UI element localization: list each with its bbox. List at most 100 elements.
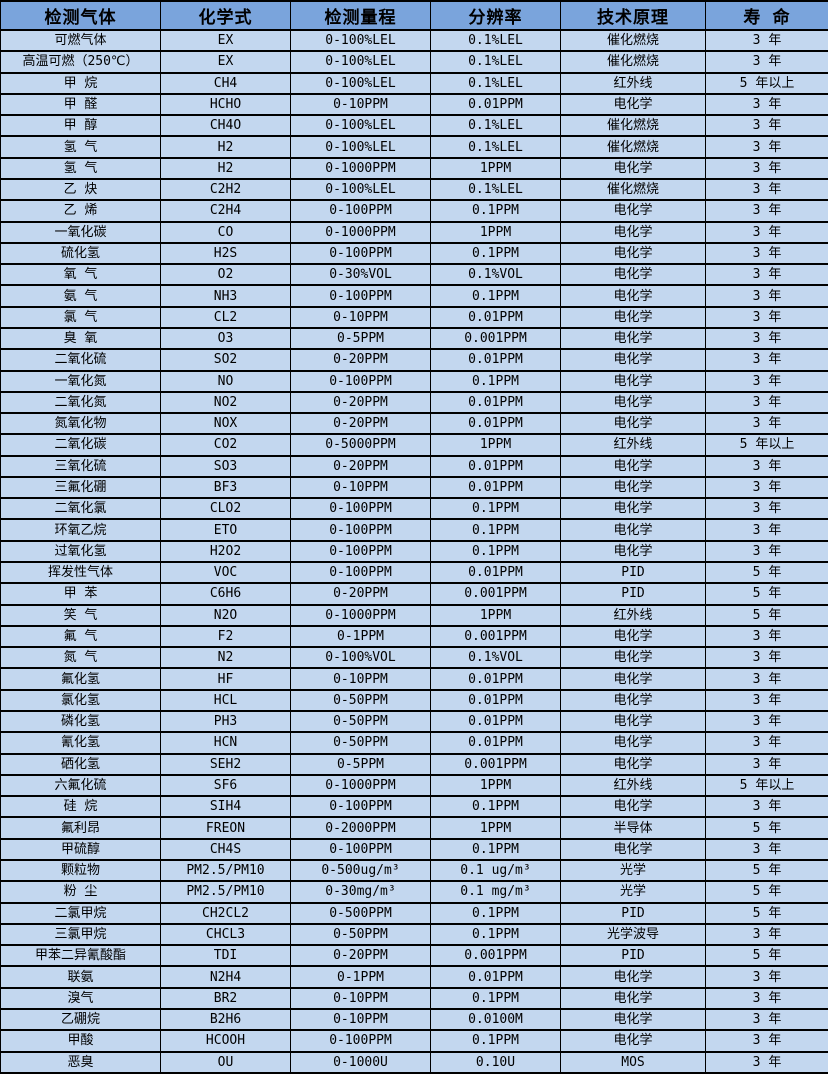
table-cell: 红外线 [560, 603, 706, 627]
table-cell: 0-5PPM [290, 752, 431, 776]
table-cell: 红外线 [560, 71, 706, 95]
table-cell: 0.01PPM [430, 688, 561, 713]
table-cell: 0.01PPM [430, 561, 561, 585]
table-cell: 1PPM [430, 773, 561, 798]
table-cell: 电化学 [560, 369, 706, 393]
table-cell: 3 年 [705, 539, 828, 564]
table-cell: 0.0100M [430, 1007, 561, 1032]
table-cell: 硅 烷 [0, 795, 161, 819]
table-cell: 0.01PPM [430, 454, 561, 478]
table-cell: 电化学 [560, 475, 706, 500]
table-cell: 电化学 [560, 284, 706, 308]
table-cell: 电化学 [560, 156, 706, 180]
table-cell: 0-500ug/m³ [290, 858, 431, 883]
table-cell: B2H6 [160, 1007, 291, 1032]
table-cell: 3 年 [705, 199, 828, 223]
table-cell: 氰化氢 [0, 731, 161, 755]
table-cell: 甲 烷 [0, 71, 161, 95]
table-cell: SEH2 [160, 752, 291, 776]
table-cell: 六氟化硫 [0, 773, 161, 798]
table-cell: 0-20PPM [290, 390, 431, 415]
table-cell: 3 年 [705, 135, 828, 159]
table-cell: 3 年 [705, 114, 828, 138]
table-cell: 电化学 [560, 731, 706, 755]
table-cell: H2 [160, 135, 291, 159]
table-cell: NO2 [160, 390, 291, 415]
table-cell: 电化学 [560, 241, 706, 266]
table-cell: 0-100%LEL [290, 71, 431, 95]
table-cell: 甲硫醇 [0, 837, 161, 861]
table-cell: 电化学 [560, 454, 706, 478]
table-cell: 5 年 [705, 858, 828, 883]
table-cell: 3 年 [705, 497, 828, 521]
table-cell: H2S [160, 241, 291, 266]
column-header-lifespan: 寿 命 [705, 0, 828, 31]
table-cell: C6H6 [160, 582, 291, 606]
table-row: 三氯甲烷 CHCL3 0-50PPM 0.1PPM 光学波导 3 年 [0, 922, 828, 947]
table-cell: 0.1%LEL [430, 135, 561, 159]
table-cell: 电化学 [560, 1007, 706, 1032]
table-cell: H2 [160, 156, 291, 180]
table-cell: 0-5PPM [290, 326, 431, 351]
table-cell: CL2 [160, 305, 291, 329]
table-cell: 电化学 [560, 646, 706, 670]
table-cell: 3 年 [705, 305, 828, 329]
table-cell: 5 年 [705, 603, 828, 627]
table-cell: O3 [160, 326, 291, 351]
table-row: 粉 尘 PM2.5/PM10 0-30mg/m³ 0.1 mg/m³ 光学 5 年 [0, 880, 828, 904]
table-row: 硫化氢 H2S 0-100PPM 0.1PPM 电化学 3 年 [0, 241, 828, 266]
table-cell: N2O [160, 603, 291, 627]
table-cell: 硒化氢 [0, 752, 161, 776]
table-cell: 氟化氢 [0, 667, 161, 691]
column-header-gas: 检测气体 [0, 0, 161, 31]
table-cell: BF3 [160, 475, 291, 500]
table-cell: 0.1 mg/m³ [430, 880, 561, 904]
table-cell: 3 年 [705, 922, 828, 947]
table-cell: 0-100PPM [290, 518, 431, 542]
table-row: 甲 苯 C6H6 0-20PPM 0.001PPM PID 5 年 [0, 582, 828, 606]
table-cell: 催化燃烧 [560, 28, 706, 53]
table-cell: 0-100PPM [290, 284, 431, 308]
table-row: 二氧化氯 CLO2 0-100PPM 0.1PPM 电化学 3 年 [0, 497, 828, 521]
table-cell: 一氧化氮 [0, 369, 161, 393]
table-cell: BR2 [160, 986, 291, 1010]
table-cell: SIH4 [160, 795, 291, 819]
table-cell: 0.1PPM [430, 369, 561, 393]
table-cell: 电化学 [560, 92, 706, 117]
table-cell: 0-100%VOL [290, 646, 431, 670]
table-cell: 0-100PPM [290, 497, 431, 521]
table-cell: 二氧化氮 [0, 390, 161, 415]
table-cell: 3 年 [705, 731, 828, 755]
table-cell: 溴气 [0, 986, 161, 1010]
table-cell: 0-1000PPM [290, 156, 431, 180]
table-cell: CLO2 [160, 497, 291, 521]
table-cell: N2H4 [160, 965, 291, 989]
table-cell: 3 年 [705, 284, 828, 308]
table-cell: 氯化氢 [0, 688, 161, 713]
table-cell: 0.1PPM [430, 1029, 561, 1053]
table-cell: 0.001PPM [430, 944, 561, 968]
table-cell: 可燃气体 [0, 28, 161, 53]
table-row: 氟利昂 FREON 0-2000PPM 1PPM 半导体 5 年 [0, 816, 828, 840]
table-cell: 0-20PPM [290, 454, 431, 478]
table-cell: 甲苯二异氰酸酯 [0, 944, 161, 968]
table-cell: 电化学 [560, 412, 706, 436]
table-cell: 二氧化碳 [0, 433, 161, 457]
table-row: 氨 气 NH3 0-100PPM 0.1PPM 电化学 3 年 [0, 284, 828, 308]
table-cell: 0-100%LEL [290, 28, 431, 53]
table-cell: 二氧化硫 [0, 348, 161, 372]
table-cell: 电化学 [560, 390, 706, 415]
table-cell: SF6 [160, 773, 291, 798]
table-cell: 磷化氢 [0, 709, 161, 734]
table-cell: PID [560, 944, 706, 968]
table-row: 一氧化碳 CO 0-1000PPM 1PPM 电化学 3 年 [0, 220, 828, 244]
table-cell: PH3 [160, 709, 291, 734]
table-cell: 臭 氧 [0, 326, 161, 351]
table-row: 挥发性气体 VOC 0-100PPM 0.01PPM PID 5 年 [0, 561, 828, 585]
table-cell: 催化燃烧 [560, 50, 706, 74]
table-cell: 0.01PPM [430, 412, 561, 436]
table-cell: 3 年 [705, 156, 828, 180]
table-cell: 0-100PPM [290, 1029, 431, 1053]
table-cell: 3 年 [705, 965, 828, 989]
table-cell: 硫化氢 [0, 241, 161, 266]
